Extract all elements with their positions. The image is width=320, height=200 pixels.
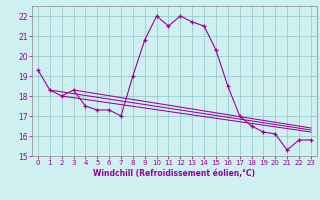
X-axis label: Windchill (Refroidissement éolien,°C): Windchill (Refroidissement éolien,°C)	[93, 169, 255, 178]
